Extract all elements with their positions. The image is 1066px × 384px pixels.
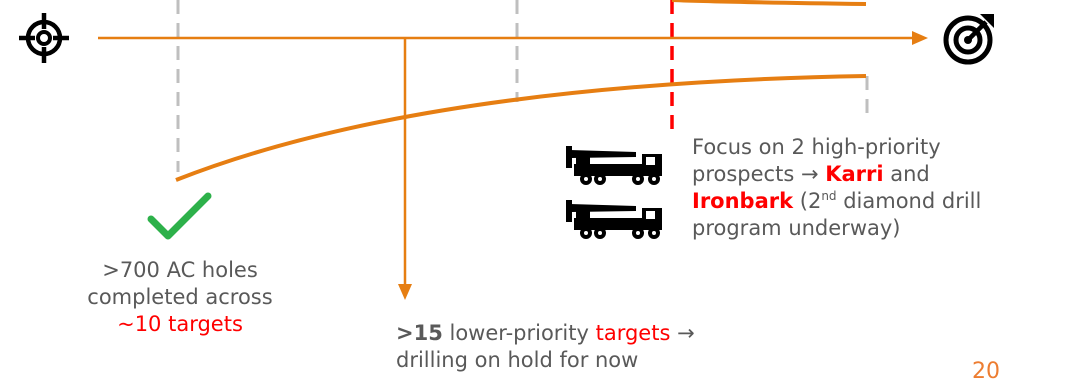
on-hold-line-2: drilling on hold for now <box>396 348 639 372</box>
focus-prospects-note: Focus on 2 high-priority prospects → Kar… <box>692 134 1052 242</box>
focus-line-2: prospects → Karri and <box>692 161 1052 188</box>
main-arrowhead <box>912 31 928 45</box>
funnel-lower-curve <box>175 74 867 182</box>
focus-line-1: Focus on 2 high-priority <box>692 135 941 159</box>
focus-diamond-text: diamond drill <box>836 189 982 213</box>
drill-rig-truck-icon-1 <box>566 146 662 185</box>
ironbark-highlight: Ironbark <box>692 189 794 213</box>
checkmark-icon <box>147 192 212 240</box>
focus-line-3: Ironbark (2nd diamond drill <box>692 188 1052 215</box>
on-hold-targets-note: >15 lower-priority targets → drilling on… <box>396 320 796 374</box>
completed-holes-note: >700 AC holes completed across ~10 targe… <box>60 257 300 338</box>
focus-prospects-text: prospects → <box>692 162 826 186</box>
on-hold-arrow: → <box>670 321 695 345</box>
karri-highlight: Karri <box>825 162 884 186</box>
focus-line-4: program underway) <box>692 216 901 240</box>
on-hold-text-1: lower-priority <box>442 321 596 345</box>
on-hold-count: >15 <box>396 321 443 345</box>
focus-and-text: and <box>883 162 930 186</box>
on-hold-line-1: >15 lower-priority targets → <box>396 320 796 347</box>
completed-line-2: completed across <box>87 285 273 309</box>
focus-paren-text: (2 <box>793 189 822 213</box>
drill-rig-truck-icon-2 <box>566 200 662 239</box>
completed-line-1: >700 AC holes <box>102 258 258 282</box>
crosshair-icon <box>19 13 69 63</box>
completed-targets-highlight: ~10 targets <box>117 312 243 336</box>
down-arrowhead <box>398 284 412 300</box>
on-hold-targets-highlight: targets <box>595 321 671 345</box>
bullseye-arrow-icon <box>943 14 994 65</box>
funnel-upper-curve <box>671 0 867 6</box>
ordinal-superscript: nd <box>821 189 837 203</box>
page-number: 20 <box>972 359 1000 384</box>
